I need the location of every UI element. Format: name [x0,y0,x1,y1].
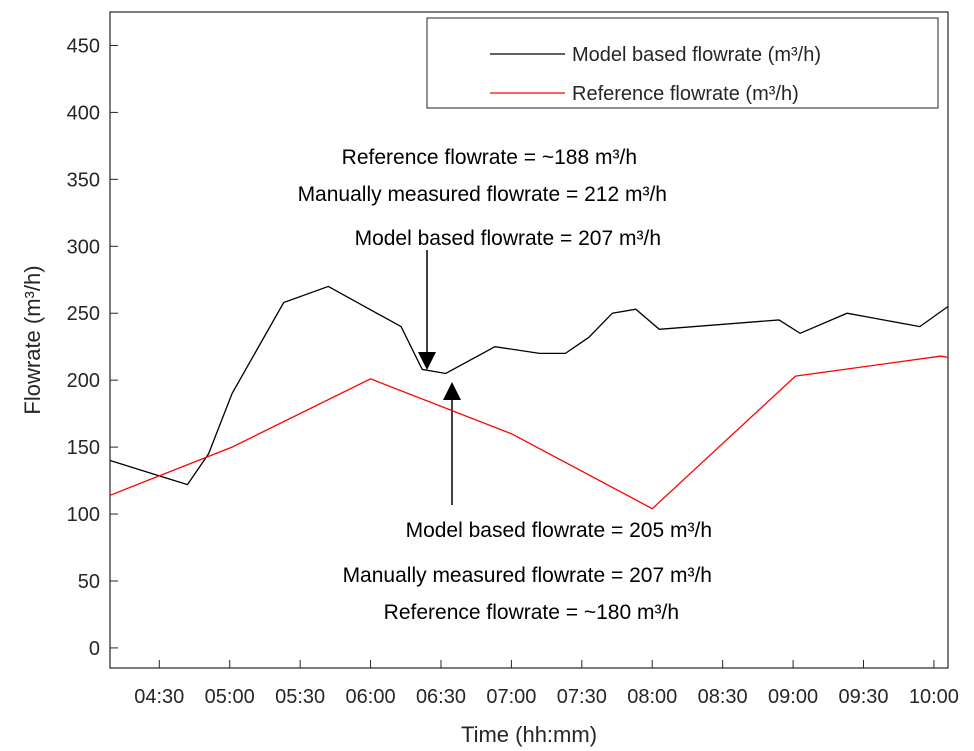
annotation: Reference flowrate = ~180 m³/h [384,601,679,624]
arrow-head [443,382,461,400]
y-tick-label: 200 [67,370,100,392]
x-tick-label: 06:30 [416,686,466,708]
y-tick-label: 150 [67,437,100,459]
x-axis-title: Time (hh:mm) [461,722,597,747]
annotation: Model based flowrate = 207 m³/h [355,227,661,250]
x-tick-label: 09:30 [838,686,888,708]
x-tick-label: 07:00 [486,686,536,708]
x-tick-label: 08:00 [627,686,677,708]
annotation: Model based flowrate = 205 m³/h [406,519,712,542]
arrow-head [418,352,436,370]
legend-label: Model based flowrate (m³/h) [572,44,821,66]
y-tick-label: 50 [78,571,100,593]
y-tick-label: 450 [67,35,100,57]
data-line [109,285,949,486]
y-tick-label: 400 [67,102,100,124]
x-tick-label: 06:00 [346,686,396,708]
y-tick-label: 0 [89,638,100,660]
x-tick-label: 10:00 [909,686,959,708]
plot-box [109,11,949,669]
x-tick-label: 04:30 [134,686,184,708]
x-tick-label: 09:00 [768,686,818,708]
x-tick-label: 05:30 [275,686,325,708]
data-line [109,355,949,510]
annotation: Manually measured flowrate = 207 m³/h [343,564,712,587]
y-tick-label: 350 [67,169,100,191]
x-tick-label: 08:30 [698,686,748,708]
x-tick-label: 07:30 [557,686,607,708]
annotation: Reference flowrate = ~188 m³/h [342,146,637,169]
y-tick-label: 250 [67,303,100,325]
y-axis-title: Flowrate (m³/h) [20,265,45,414]
y-tick-label: 100 [67,504,100,526]
y-tick-label: 300 [67,236,100,258]
x-tick-label: 05:00 [205,686,255,708]
legend-label: Reference flowrate (m³/h) [572,83,799,105]
annotation: Manually measured flowrate = 212 m³/h [298,183,667,206]
